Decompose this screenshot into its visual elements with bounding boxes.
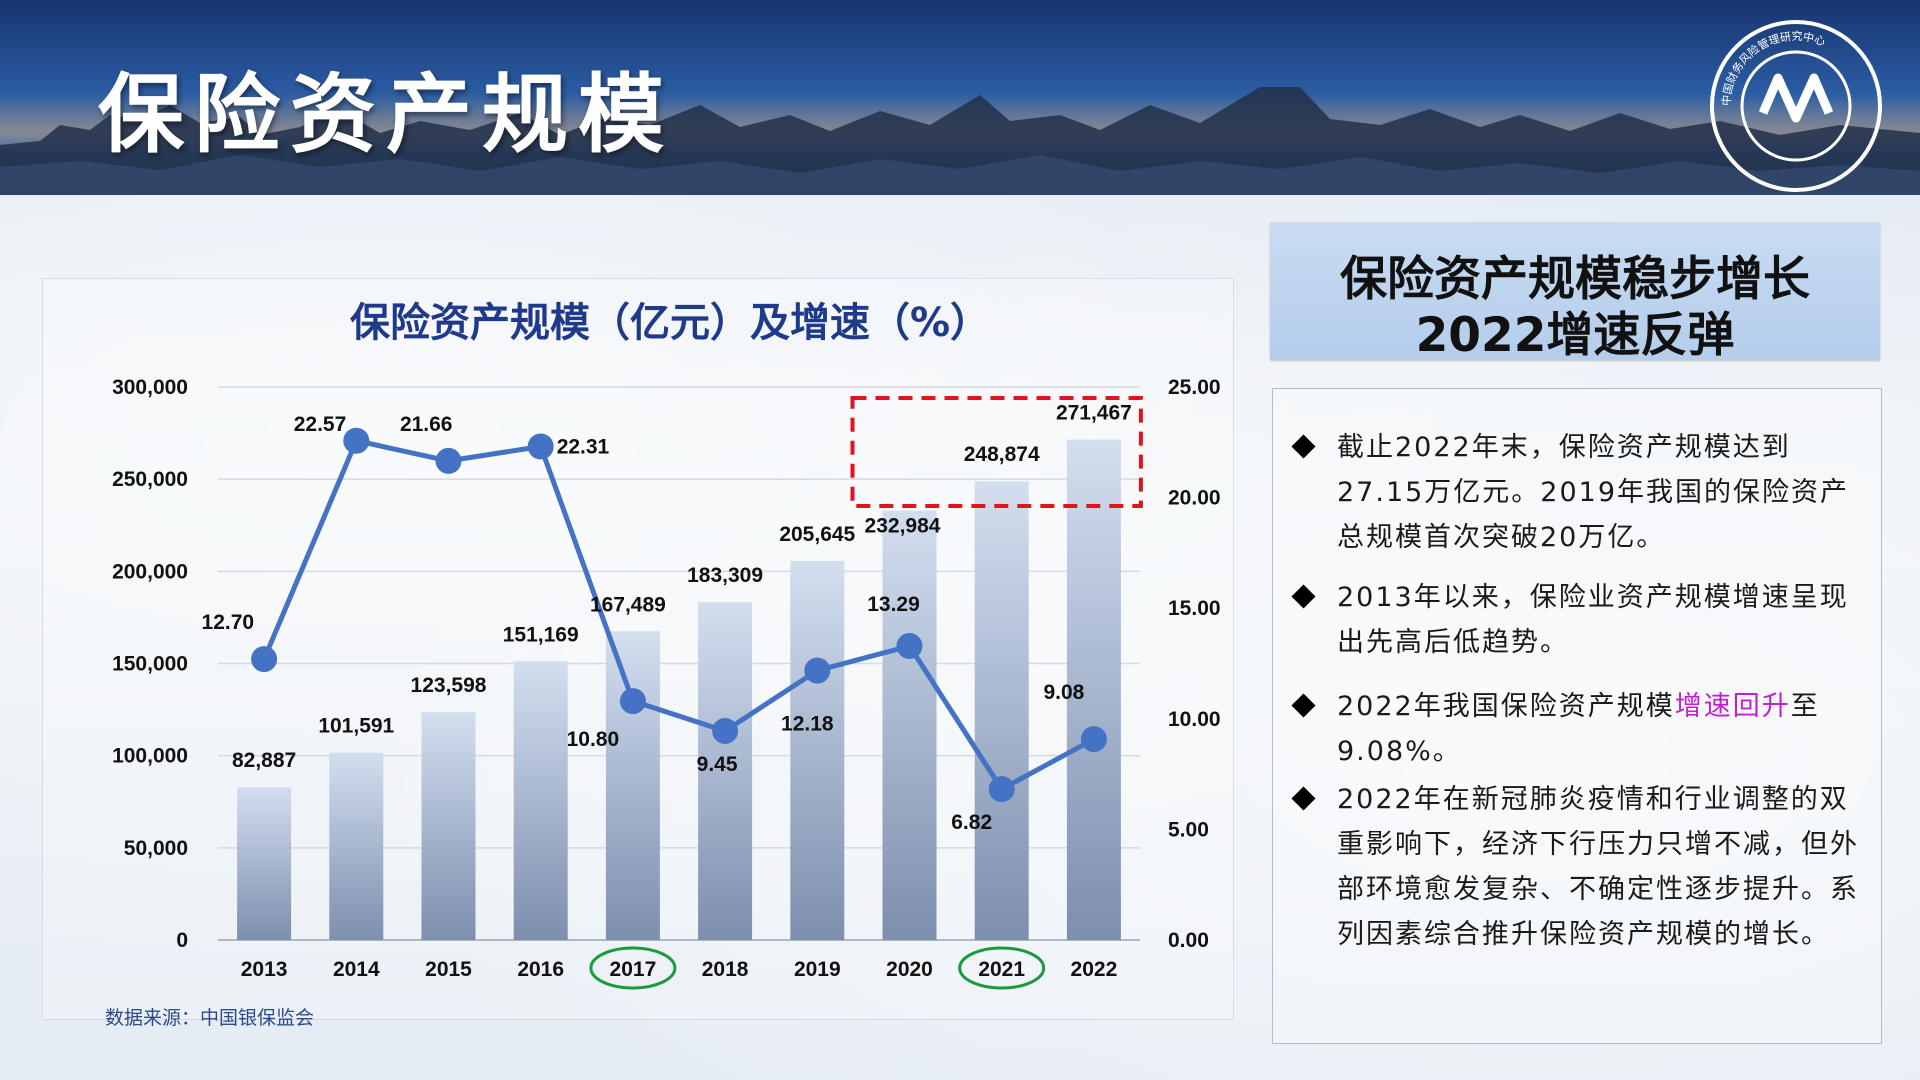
y-left-tick-label: 200,000 — [112, 560, 188, 583]
bar-value-label: 82,887 — [232, 749, 296, 772]
growth-rate-point — [988, 776, 1015, 803]
y-right-tick-label: 0.00 — [1168, 929, 1209, 952]
y-left-tick-label: 250,000 — [112, 468, 188, 491]
growth-rate-line — [261, 438, 1096, 792]
y-right-tick-label: 20.00 — [1168, 487, 1221, 510]
bar-value-label: 151,169 — [503, 623, 579, 646]
growth-rate-point — [527, 433, 554, 460]
growth-rate-point — [1080, 726, 1107, 753]
headline-line-2: 2022增速反弹 — [1415, 308, 1735, 363]
x-tick-label: 2022 — [1071, 958, 1118, 981]
x-tick-label: 2013 — [241, 958, 288, 981]
growth-rate-point — [896, 633, 923, 660]
x-tick-label: 2017 — [610, 958, 657, 981]
bar-value-label: 123,598 — [411, 674, 487, 697]
growth-rate-label: 13.29 — [867, 593, 920, 616]
highlight-circle — [589, 946, 677, 990]
growth-rate-label: 22.57 — [294, 413, 347, 436]
x-tick-label: 2014 — [333, 958, 380, 981]
growth-rate-label: 9.08 — [1043, 681, 1084, 704]
chart-area: 82,887 101,591 123,598 151,169 167,489 183,30… — [112, 376, 1221, 990]
bar — [698, 602, 753, 940]
data-source-note: 数据来源：中国银保监会 — [105, 1007, 315, 1029]
growth-rate-point — [712, 717, 739, 744]
city-skyline — [0, 87, 1920, 195]
x-tick-label: 2021 — [978, 958, 1025, 981]
growth-rate-label: 10.80 — [567, 728, 620, 751]
y-right-tick-label: 10.00 — [1168, 708, 1221, 731]
bar-value-label: 248,874 — [964, 443, 1040, 466]
growth-rate-label: 22.31 — [557, 436, 610, 459]
y-left-tick-label: 100,000 — [112, 745, 188, 768]
growth-rate-point — [435, 447, 462, 474]
highlight-dashed-box — [850, 396, 1143, 508]
chart-title: 保险资产规模（亿元）及增速（%） — [349, 300, 991, 346]
page-title: 保险资产规模 — [98, 65, 674, 165]
x-tick-label: 2020 — [886, 958, 933, 981]
headline-line-1: 保险资产规模稳步增长 — [1340, 252, 1810, 307]
key-points-box: 截止2022年末，保险资产规模达到27.15万亿元。2019年我国的保险资产总规… — [1272, 388, 1882, 1044]
bar-value-label: 232,984 — [865, 515, 941, 538]
headline-box: 保险资产规模稳步增长 2022增速反弹 — [1270, 222, 1880, 363]
y-left-tick-label: 150,000 — [112, 653, 188, 676]
bar — [882, 510, 937, 940]
bar — [790, 560, 845, 940]
y-right-tick-label: 5.00 — [1168, 818, 1209, 841]
bar — [421, 712, 476, 940]
y-right-tick-label: 15.00 — [1168, 597, 1221, 620]
key-point: 截止2022年末，保险资产规模达到27.15万亿元。2019年我国的保险资产总规… — [1291, 425, 1860, 560]
highlight-circle — [958, 946, 1046, 990]
y-left-tick-label: 0 — [176, 929, 188, 952]
growth-rate-point — [251, 646, 278, 673]
y-right-tick-label: 25.00 — [1168, 376, 1221, 399]
highlighted-text: 增速回升 — [1674, 691, 1791, 722]
key-point: 2022年我国保险资产规模增速回升至9.08%。 — [1291, 684, 1860, 774]
bar — [605, 631, 660, 940]
growth-rate-label: 9.45 — [697, 753, 738, 776]
bar-value-label: 271,467 — [1056, 402, 1132, 425]
y-left-tick-label: 300,000 — [112, 376, 188, 399]
x-tick-label: 2019 — [794, 958, 841, 981]
bar — [974, 481, 1029, 940]
key-point: 2013年以来，保险业资产规模增速呈现出先高后低趋势。 — [1291, 575, 1860, 665]
x-tick-label: 2016 — [517, 958, 564, 981]
bar — [1066, 439, 1121, 940]
x-tick-label: 2015 — [425, 958, 472, 981]
growth-rate-point — [343, 427, 370, 454]
bar — [329, 752, 384, 940]
bar-value-label: 101,591 — [318, 715, 394, 738]
bar — [513, 661, 568, 940]
growth-rate-label: 12.70 — [202, 611, 255, 634]
growth-rate-point — [619, 688, 646, 715]
x-tick-label: 2018 — [702, 958, 749, 981]
y-left-tick-label: 50,000 — [124, 837, 188, 860]
bar-value-label: 183,309 — [687, 564, 763, 587]
city-banner — [0, 0, 1920, 195]
bar-value-label: 167,489 — [590, 593, 666, 616]
growth-rate-label: 12.18 — [781, 713, 834, 736]
growth-rate-point — [804, 657, 831, 684]
bar-value-label: 205,645 — [779, 523, 855, 546]
key-point: 2022年在新冠肺炎疫情和行业调整的双重影响下，经济下行压力只增不减，但外部环境… — [1291, 777, 1860, 957]
organization-logo: 中国财务风险管理研究中心 — [1710, 20, 1882, 192]
bar — [237, 787, 292, 940]
growth-rate-label: 21.66 — [400, 413, 453, 436]
growth-rate-label: 6.82 — [951, 811, 992, 834]
